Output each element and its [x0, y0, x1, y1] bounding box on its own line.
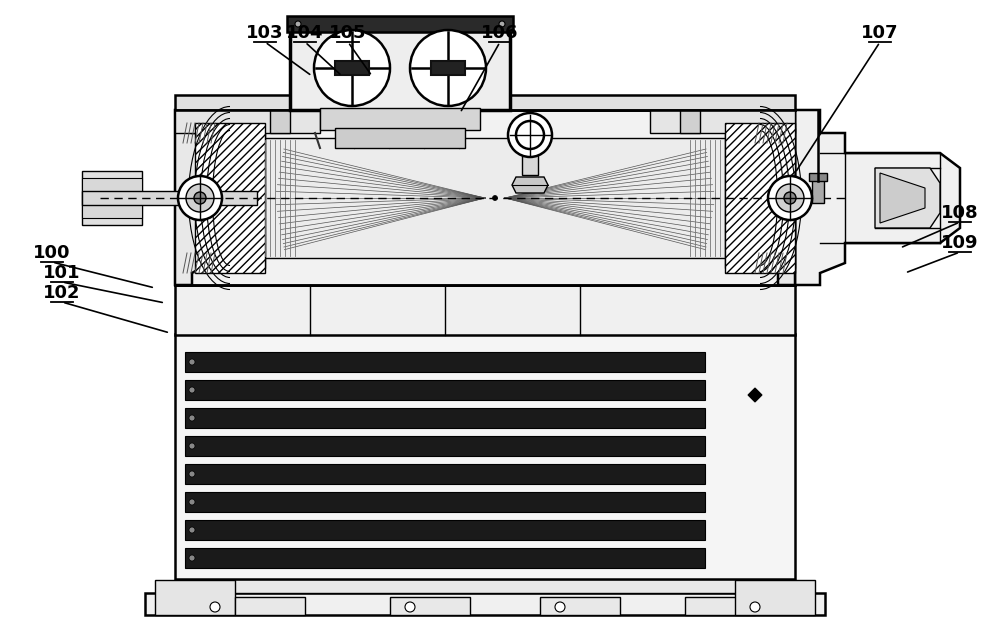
Circle shape	[499, 21, 505, 27]
Bar	[82, 191, 257, 205]
Bar	[185, 548, 705, 568]
Bar	[155, 580, 235, 615]
Circle shape	[492, 195, 498, 201]
Circle shape	[516, 121, 544, 149]
Polygon shape	[195, 128, 265, 268]
Bar	[809, 173, 827, 181]
Circle shape	[314, 30, 390, 106]
Bar	[390, 597, 470, 615]
Polygon shape	[680, 110, 700, 133]
Circle shape	[186, 184, 214, 212]
Bar	[185, 436, 705, 456]
Bar	[185, 352, 705, 372]
Bar	[522, 133, 538, 175]
Bar	[725, 123, 795, 273]
Circle shape	[210, 602, 220, 612]
Polygon shape	[748, 388, 762, 402]
Bar	[812, 178, 824, 203]
Text: 109: 109	[941, 234, 979, 252]
Text: 105: 105	[329, 24, 367, 42]
Text: 108: 108	[941, 204, 979, 222]
Text: 102: 102	[43, 284, 81, 302]
Text: 107: 107	[861, 24, 899, 42]
Bar	[185, 464, 705, 484]
Bar	[195, 123, 265, 273]
Bar	[145, 593, 825, 615]
Bar	[175, 110, 795, 285]
Circle shape	[189, 527, 195, 533]
Circle shape	[189, 555, 195, 561]
Circle shape	[189, 443, 195, 449]
Bar	[431, 61, 465, 75]
Bar	[335, 128, 465, 148]
Text: 103: 103	[246, 24, 284, 42]
Bar	[320, 108, 480, 130]
Polygon shape	[880, 173, 925, 223]
Bar	[265, 138, 725, 258]
Text: 104: 104	[286, 24, 324, 42]
Bar	[735, 580, 815, 615]
Circle shape	[750, 602, 760, 612]
Circle shape	[189, 415, 195, 421]
Bar	[185, 380, 705, 400]
Polygon shape	[875, 168, 940, 228]
Circle shape	[508, 113, 552, 157]
Polygon shape	[745, 110, 795, 285]
Polygon shape	[512, 177, 548, 193]
Polygon shape	[795, 110, 960, 285]
Bar	[540, 597, 620, 615]
Text: 101: 101	[43, 264, 81, 282]
Circle shape	[189, 387, 195, 393]
Polygon shape	[270, 110, 290, 133]
Circle shape	[194, 192, 206, 204]
Bar	[185, 408, 705, 428]
Bar	[287, 16, 513, 32]
Bar	[175, 95, 795, 110]
Bar	[335, 61, 369, 75]
Circle shape	[189, 471, 195, 477]
Bar	[175, 579, 795, 593]
Bar	[235, 597, 305, 615]
Circle shape	[189, 359, 195, 365]
Circle shape	[555, 602, 565, 612]
Circle shape	[784, 192, 796, 204]
Bar	[82, 178, 142, 218]
Circle shape	[189, 499, 195, 505]
Bar	[685, 597, 755, 615]
Bar	[290, 20, 510, 110]
Bar	[185, 492, 705, 512]
Circle shape	[295, 21, 301, 27]
Bar	[175, 334, 795, 579]
Bar	[175, 285, 795, 335]
Circle shape	[768, 176, 812, 220]
Bar	[175, 110, 320, 133]
Bar	[82, 171, 142, 225]
Polygon shape	[175, 110, 225, 285]
Polygon shape	[725, 128, 795, 268]
Circle shape	[410, 30, 486, 106]
Circle shape	[405, 602, 415, 612]
Bar	[185, 520, 705, 540]
Bar	[650, 110, 795, 133]
Circle shape	[178, 176, 222, 220]
Text: 100: 100	[33, 244, 71, 262]
Circle shape	[776, 184, 804, 212]
Text: 106: 106	[481, 24, 519, 42]
